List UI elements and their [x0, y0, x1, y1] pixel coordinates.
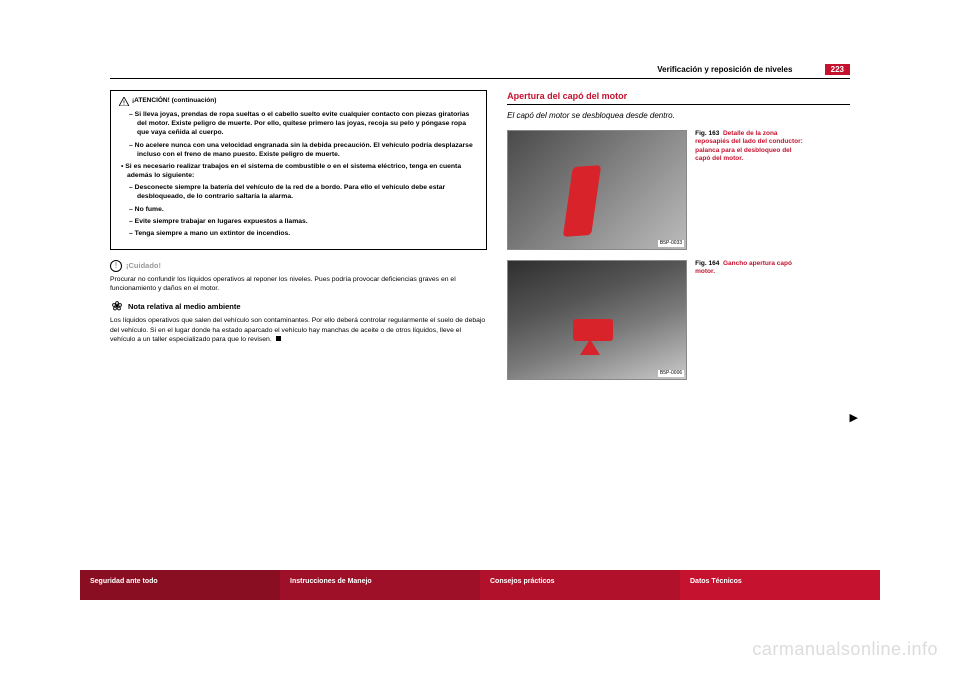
- figure-163-caption: Fig. 163 Detalle de la zona reposapiés d…: [695, 130, 805, 164]
- cuidado-heading: ! ¡Cuidado!: [110, 260, 487, 272]
- ambiente-text: Los líquidos operativos que salen del ve…: [110, 316, 487, 344]
- continuation-arrow-icon: ▶: [850, 411, 858, 426]
- figure-164-label: Fig. 164: [695, 260, 719, 267]
- figure-164-caption: Fig. 164 Gancho apertura capó motor.: [695, 260, 805, 277]
- ambiente-title: Nota relativa al medio ambiente: [128, 302, 241, 312]
- manual-page: Verificación y reposición de niveles 223…: [80, 60, 880, 600]
- environment-flower-icon: [110, 301, 124, 313]
- hood-release-lever: [563, 165, 601, 237]
- header-rule: [110, 78, 850, 79]
- up-arrow-icon: [580, 339, 600, 355]
- hood-latch-hook: [573, 319, 613, 341]
- page-header: Verificación y reposición de niveles 223: [657, 64, 850, 75]
- cuidado-title: ¡Cuidado!: [126, 261, 161, 271]
- warn-item: • Si es necesario realizar trabajos en e…: [121, 162, 478, 180]
- figure-164: B5P-0006 Fig. 164 Gancho apertura capó m…: [507, 260, 850, 380]
- section-title: Verificación y reposición de niveles: [657, 65, 792, 74]
- warn-item: – Desconecte siempre la batería del vehí…: [129, 183, 478, 201]
- left-column: ! ¡ATENCIÓN! (continuación) – Si lleva j…: [110, 90, 487, 552]
- footer-tab-consejos: Consejos prácticos: [480, 570, 680, 600]
- ambiente-heading: Nota relativa al medio ambiente: [110, 301, 487, 313]
- footer-tabs: Seguridad ante todo Instrucciones de Man…: [80, 570, 880, 600]
- svg-text:!: !: [123, 100, 125, 106]
- cuidado-text: Procurar no confundir los líquidos opera…: [110, 275, 487, 293]
- warn-item: – Si lleva joyas, prendas de ropa suelta…: [129, 110, 478, 138]
- warning-header: ! ¡ATENCIÓN! (continuación): [119, 97, 478, 106]
- content-area: ! ¡ATENCIÓN! (continuación) – Si lleva j…: [110, 90, 850, 552]
- warning-triangle-icon: !: [119, 97, 129, 106]
- warning-header-text: ¡ATENCIÓN! (continuación): [132, 97, 216, 106]
- right-title: Apertura del capó del motor: [507, 90, 850, 105]
- watermark-text: carmanualsonline.info: [752, 639, 938, 660]
- right-column: Apertura del capó del motor El capó del …: [507, 90, 850, 552]
- figure-164-code: B5P-0006: [658, 370, 684, 377]
- figure-163: B5P-0033 Fig. 163 Detalle de la zona rep…: [507, 130, 850, 250]
- warn-item: – Tenga siempre a mano un extintor de in…: [129, 229, 478, 238]
- footer-tab-seguridad: Seguridad ante todo: [80, 570, 280, 600]
- warn-item: – No acelere nunca con una velocidad eng…: [129, 141, 478, 159]
- ambiente-text-content: Los líquidos operativos que salen del ve…: [110, 317, 485, 342]
- figure-163-code: B5P-0033: [658, 240, 684, 247]
- footer-tab-datos: Datos Técnicos: [680, 570, 880, 600]
- caution-circle-icon: !: [110, 260, 122, 272]
- warning-box: ! ¡ATENCIÓN! (continuación) – Si lleva j…: [110, 90, 487, 250]
- figure-163-image: B5P-0033: [507, 130, 687, 250]
- figure-164-image: B5P-0006: [507, 260, 687, 380]
- warn-item: – No fume.: [129, 205, 478, 214]
- right-subtitle: El capó del motor se desbloquea desde de…: [507, 111, 850, 122]
- footer-tab-instrucciones: Instrucciones de Manejo: [280, 570, 480, 600]
- figure-163-label: Fig. 163: [695, 130, 719, 137]
- page-number: 223: [825, 64, 850, 75]
- warn-item: – Evite siempre trabajar en lugares expu…: [129, 217, 478, 226]
- end-mark-icon: [276, 336, 281, 341]
